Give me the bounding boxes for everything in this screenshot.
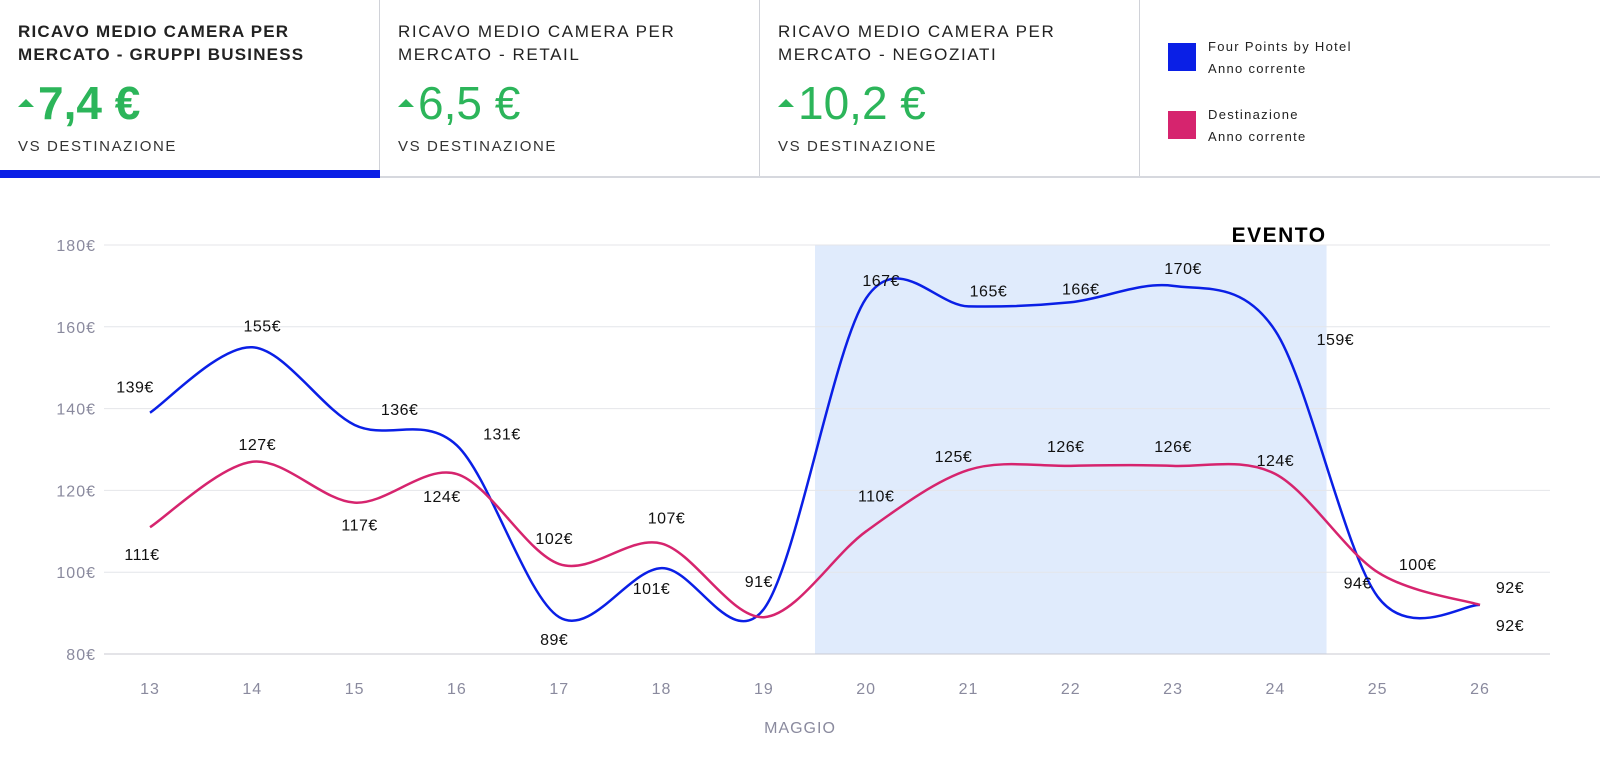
data-label: 102€ bbox=[535, 531, 573, 548]
data-label: 117€ bbox=[341, 518, 377, 535]
data-label: 159€ bbox=[1317, 332, 1355, 349]
legend-item-four-points: Four Points by Hotel Anno corrente bbox=[1168, 36, 1352, 80]
series-line-destinazione bbox=[149, 460, 1481, 619]
data-label: 155€ bbox=[244, 318, 282, 335]
trend-up-icon bbox=[18, 99, 34, 107]
series-line-four-points bbox=[149, 277, 1481, 623]
kpi-bar: RICAVO MEDIO CAMERA PER MERCATO - GRUPPI… bbox=[0, 0, 1600, 178]
kpi-title: RICAVO MEDIO CAMERA PER MERCATO - RETAIL bbox=[398, 22, 676, 64]
data-label: 89€ bbox=[540, 632, 568, 649]
event-label: EVENTO bbox=[1232, 224, 1327, 247]
x-axis-title: MAGGIO bbox=[764, 720, 836, 737]
x-tick-label: 17 bbox=[549, 681, 569, 698]
trend-up-icon bbox=[778, 99, 794, 107]
x-tick-label: 26 bbox=[1470, 681, 1490, 698]
data-label: 124€ bbox=[423, 489, 461, 506]
data-label: 126€ bbox=[1047, 439, 1085, 456]
y-tick-label: 120€ bbox=[56, 483, 96, 500]
x-tick-label: 15 bbox=[345, 681, 365, 698]
legend-swatch bbox=[1168, 111, 1196, 139]
y-tick-label: 180€ bbox=[56, 238, 96, 255]
data-label: 100€ bbox=[1399, 557, 1437, 574]
legend-label: Destinazione bbox=[1208, 107, 1299, 122]
x-tick-label: 20 bbox=[856, 681, 876, 698]
data-label: 127€ bbox=[239, 437, 277, 454]
kpi-subtitle: VS DESTINAZIONE bbox=[778, 138, 938, 155]
data-label: 136€ bbox=[381, 402, 419, 419]
kpi-subtitle: VS DESTINAZIONE bbox=[18, 138, 178, 155]
event-highlight-band bbox=[815, 245, 1327, 654]
y-tick-label: 160€ bbox=[56, 320, 96, 337]
data-label: 139€ bbox=[116, 380, 154, 397]
data-label: 94€ bbox=[1344, 576, 1372, 593]
x-tick-label: 24 bbox=[1265, 681, 1285, 698]
legend-sublabel: Anno corrente bbox=[1208, 129, 1307, 144]
y-tick-label: 140€ bbox=[56, 402, 96, 419]
legend-item-destinazione: Destinazione Anno corrente bbox=[1168, 104, 1352, 148]
x-tick-label: 18 bbox=[652, 681, 672, 698]
data-label: 107€ bbox=[648, 511, 686, 528]
y-tick-label: 80€ bbox=[66, 647, 96, 664]
x-tick-label: 13 bbox=[140, 681, 160, 698]
data-label: 125€ bbox=[935, 449, 973, 466]
x-tick-label: 14 bbox=[242, 681, 262, 698]
kpi-card-retail[interactable]: RICAVO MEDIO CAMERA PER MERCATO - RETAIL… bbox=[380, 0, 760, 176]
data-label: 92€ bbox=[1496, 580, 1524, 597]
data-label: 170€ bbox=[1164, 261, 1202, 278]
data-label: 131€ bbox=[483, 426, 521, 443]
kpi-value: 10,2 € bbox=[798, 77, 926, 129]
trend-up-icon bbox=[398, 99, 414, 107]
data-label: 101€ bbox=[633, 581, 671, 598]
data-label: 91€ bbox=[745, 574, 773, 591]
x-tick-label: 21 bbox=[959, 681, 979, 698]
x-tick-label: 22 bbox=[1061, 681, 1081, 698]
kpi-subtitle: VS DESTINAZIONE bbox=[398, 138, 558, 155]
x-tick-label: 25 bbox=[1368, 681, 1388, 698]
x-tick-label: 19 bbox=[754, 681, 774, 698]
legend-label: Four Points by Hotel bbox=[1208, 39, 1352, 54]
legend-swatch bbox=[1168, 43, 1196, 71]
kpi-title: RICAVO MEDIO CAMERA PER MERCATO - NEGOZI… bbox=[778, 22, 1056, 64]
legend-sublabel: Anno corrente bbox=[1208, 61, 1307, 76]
data-label: 165€ bbox=[970, 283, 1008, 300]
kpi-card-negoziati[interactable]: RICAVO MEDIO CAMERA PER MERCATO - NEGOZI… bbox=[760, 0, 1140, 176]
kpi-title: RICAVO MEDIO CAMERA PER MERCATO - GRUPPI… bbox=[18, 22, 305, 64]
kpi-value: 6,5 € bbox=[418, 77, 521, 129]
data-label: 166€ bbox=[1062, 281, 1100, 298]
data-label: 92€ bbox=[1496, 618, 1524, 635]
kpi-card-gruppi-business[interactable]: RICAVO MEDIO CAMERA PER MERCATO - GRUPPI… bbox=[0, 0, 380, 178]
data-label: 111€ bbox=[124, 547, 159, 564]
data-label: 110€ bbox=[858, 488, 894, 505]
chart-legend: Four Points by Hotel Anno corrente Destin… bbox=[1140, 0, 1352, 176]
data-label: 124€ bbox=[1257, 453, 1295, 470]
x-tick-label: 23 bbox=[1163, 681, 1183, 698]
kpi-value: 7,4 € bbox=[38, 77, 141, 129]
x-tick-label: 16 bbox=[447, 681, 467, 698]
y-tick-label: 100€ bbox=[56, 565, 96, 582]
data-label: 167€ bbox=[862, 273, 900, 290]
data-label: 126€ bbox=[1154, 439, 1192, 456]
